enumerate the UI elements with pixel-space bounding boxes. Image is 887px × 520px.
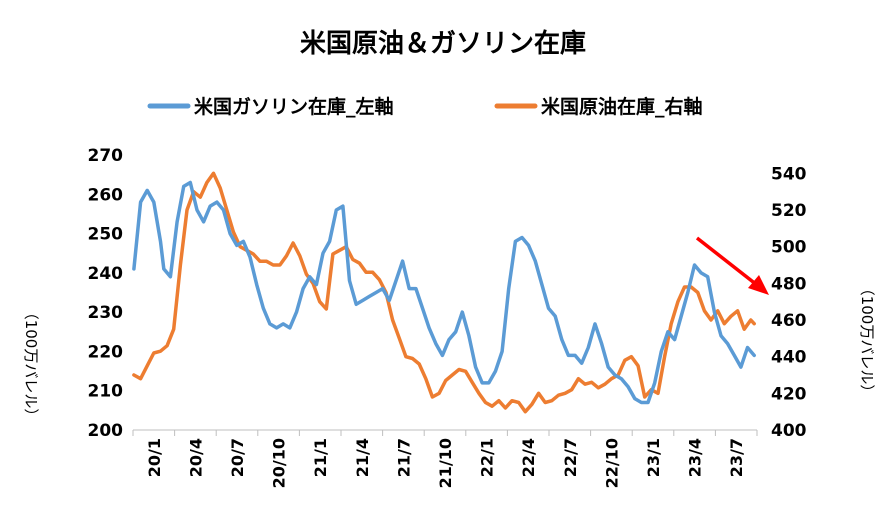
y-tick-left: 240 — [88, 264, 124, 284]
x-tick-label: 22/4 — [519, 438, 538, 477]
legend-label-crude: 米国原油在庫_右軸 — [541, 95, 703, 118]
y-tick-right: 400 — [771, 421, 807, 441]
y-axis-label-left: （100万バレル） — [22, 305, 40, 424]
legend-label-gasoline: 米国ガソリン在庫_左軸 — [194, 95, 394, 118]
y-tick-left: 260 — [88, 185, 124, 205]
y-tick-left: 230 — [88, 303, 124, 323]
x-tick-label: 21/7 — [394, 438, 413, 477]
y-tick-left: 270 — [88, 146, 124, 166]
x-tick-label: 22/10 — [602, 438, 621, 488]
y-axis-right: 400 420 440 460 480 500 520 540 — [771, 164, 807, 441]
x-tick-label: 20/10 — [270, 438, 289, 488]
y-tick-right: 420 — [771, 384, 807, 404]
x-tick-label: 21/4 — [353, 438, 372, 477]
x-tick-label: 22/1 — [478, 438, 497, 477]
x-tick-label: 22/7 — [561, 438, 580, 477]
series-line-crude — [132, 171, 756, 414]
y-tick-right: 520 — [771, 201, 807, 221]
y-tick-left: 250 — [88, 225, 124, 245]
x-tick-label: 20/4 — [186, 438, 205, 477]
x-tick-label: 23/4 — [686, 438, 705, 477]
y-axis-left: 200 210 220 230 240 250 260 270 — [88, 146, 124, 441]
x-tick-label: 21/1 — [311, 438, 330, 477]
y-tick-right: 500 — [771, 238, 807, 258]
trend-arrow — [695, 236, 769, 295]
y-tick-right: 480 — [771, 274, 807, 294]
x-tick-label: 21/10 — [436, 438, 455, 488]
x-axis: 20/1 20/4 20/7 20/10 21/1 21/4 21/7 21/10 22/1 22… — [132, 429, 758, 488]
series-layer — [132, 171, 756, 414]
legend: 米国ガソリン在庫_左軸 米国原油在庫_右軸 — [147, 95, 703, 118]
y-tick-left: 220 — [88, 342, 124, 362]
y-tick-right: 460 — [771, 311, 807, 331]
y-tick-right: 440 — [771, 348, 807, 368]
y-tick-right: 540 — [771, 164, 807, 184]
x-tick-label: 20/1 — [145, 438, 164, 477]
y-tick-left: 200 — [88, 421, 124, 441]
y-tick-left: 210 — [88, 382, 124, 402]
x-tick-label: 23/1 — [644, 438, 663, 477]
series-line-gasoline — [132, 180, 756, 405]
x-tick-label: 23/7 — [727, 438, 746, 477]
chart-title: 米国原油＆ガソリン在庫 — [300, 29, 586, 59]
y-axis-label-right: （100万バレル） — [858, 281, 876, 400]
x-tick-label: 20/7 — [228, 438, 247, 477]
